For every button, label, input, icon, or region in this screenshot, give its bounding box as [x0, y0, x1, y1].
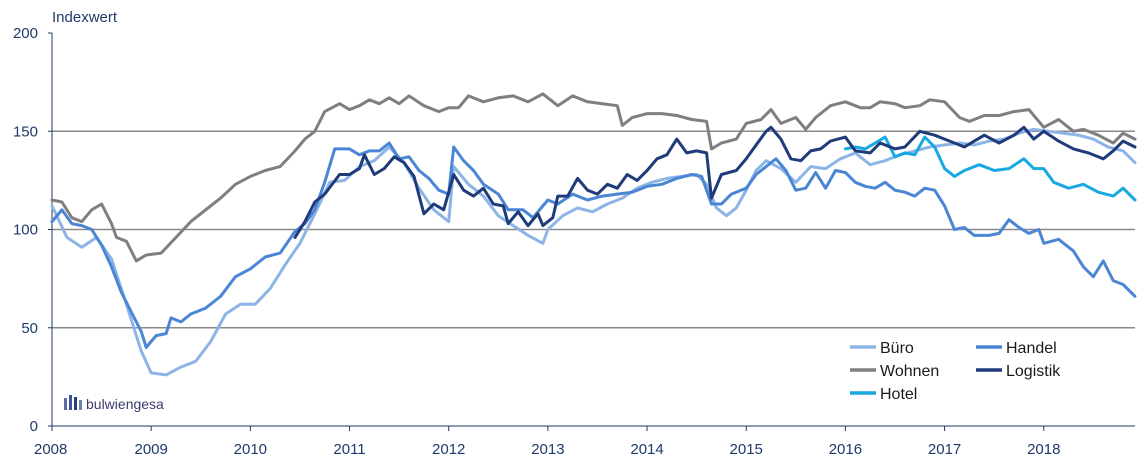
x-tick-label: 2008 — [34, 441, 67, 458]
bulwiengesa-logo-icon — [64, 395, 82, 410]
x-tick-label: 2009 — [134, 441, 167, 458]
bulwiengesa-logo: bulwiengesa — [64, 395, 164, 412]
y-tick-label: 150 — [13, 123, 38, 140]
legend-item-hotel: Hotel — [850, 386, 917, 403]
x-tick-label: 2017 — [928, 441, 961, 458]
legend-item-buero: Büro — [850, 340, 914, 357]
legend-label-wohnen: Wohnen — [880, 363, 939, 380]
y-axis: Indexwert 0 50 100 150 200 — [13, 9, 118, 435]
y-tick-label: 0 — [30, 418, 38, 435]
legend-label-logistik: Logistik — [1006, 363, 1061, 380]
y-tick-label: 100 — [13, 222, 38, 239]
series-line-wohnen — [50, 92, 1137, 263]
series-line-handel — [50, 141, 1137, 349]
legend-item-handel: Handel — [976, 340, 1057, 357]
x-tick-label: 2018 — [1027, 441, 1060, 458]
legend-item-logistik: Logistik — [976, 363, 1061, 380]
x-tick-label: 2014 — [630, 441, 663, 458]
y-tick-label: 50 — [21, 320, 38, 337]
y-axis-label: Indexwert — [52, 9, 118, 26]
x-tick-label: 2011 — [333, 441, 365, 458]
bulwiengesa-logo-text: bulwiengesa — [86, 396, 164, 412]
legend-label-buero: Büro — [880, 340, 914, 357]
series-line-logistik — [293, 125, 1137, 239]
series-group — [50, 92, 1137, 377]
x-tick-label: 2012 — [432, 441, 465, 458]
x-axis: 2008 2009 2010 2011 2012 2013 2014 2015 2016 2017… — [34, 425, 1135, 458]
x-tick-label: 2016 — [829, 441, 862, 458]
x-tick-label: 2013 — [531, 441, 564, 458]
x-tick-label: 2015 — [730, 441, 763, 458]
legend-item-wohnen: Wohnen — [850, 363, 939, 380]
y-tick-label: 200 — [13, 25, 38, 42]
x-tick-label: 2010 — [234, 441, 267, 458]
gridlines — [52, 130, 1135, 329]
series-line-hotel — [843, 135, 1137, 202]
legend-label-hotel: Hotel — [880, 386, 917, 403]
legend-label-handel: Handel — [1006, 340, 1057, 357]
legend: Büro Handel Wohnen Logistik Hotel — [850, 340, 1061, 403]
series-line-bro — [50, 127, 1137, 377]
